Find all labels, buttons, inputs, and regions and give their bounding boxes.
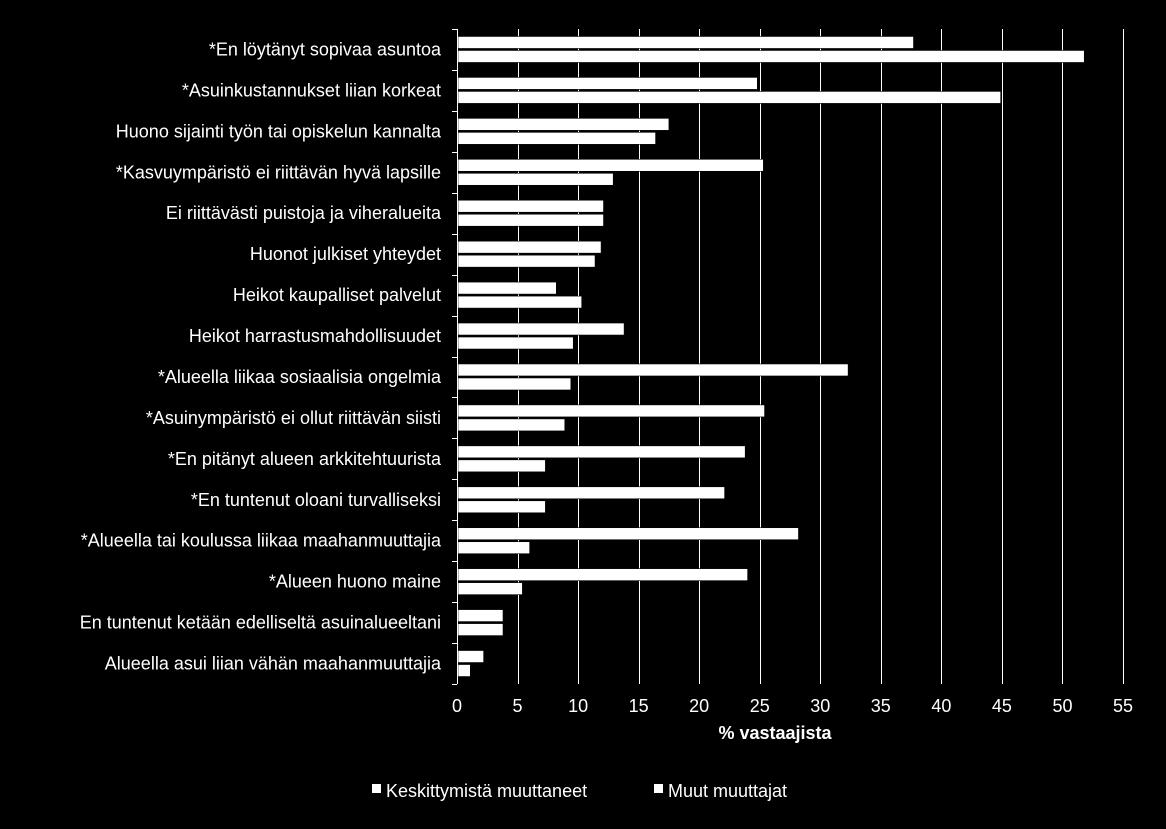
legend-swatch (654, 784, 663, 793)
bar-muut (457, 254, 596, 268)
x-tick-label: 0 (452, 696, 462, 716)
category-label: *En pitänyt alueen arkkitehtuurista (168, 449, 442, 469)
x-tick-label: 45 (992, 696, 1012, 716)
bar-keskittymista (457, 36, 914, 49)
category-label: Heikot kaupalliset palvelut (233, 285, 441, 305)
x-axis-title: % vastaajista (718, 723, 832, 743)
x-tick-label: 20 (689, 696, 709, 716)
x-tick-labels: 0 5 10 15 20 25 30 35 40 45 50 55 (452, 696, 1133, 716)
bar-keskittymista (457, 322, 625, 336)
x-tick-label: 55 (1113, 696, 1133, 716)
category-label: *Asuinympäristö ei ollut riittävän siist… (146, 408, 441, 428)
category-labels: *En löytänyt sopivaa asuntoa *Asuinkustan… (80, 39, 442, 673)
category-label: *Alueella tai koulussa liikaa maahanmuut… (81, 531, 442, 551)
bar-keskittymista (457, 445, 746, 459)
bar-muut (457, 500, 546, 514)
category-label: *En löytänyt sopivaa asuntoa (209, 39, 442, 59)
bars (457, 36, 1085, 677)
x-tick-label: 15 (629, 696, 649, 716)
category-label: *Asuinkustannukset liian korkeat (182, 80, 441, 100)
bar-muut (457, 172, 614, 186)
bar-muut (457, 295, 583, 309)
legend-swatch (372, 784, 381, 793)
legend-label: Muut muuttajat (668, 781, 787, 801)
bar-muut (457, 213, 604, 227)
bar-muut (457, 582, 523, 595)
x-tick-label: 30 (810, 696, 830, 716)
bar-muut (457, 336, 574, 350)
x-tick-label: 50 (1052, 696, 1072, 716)
bar-keskittymista (457, 158, 764, 172)
bar-muut (457, 459, 546, 473)
bar-muut (457, 664, 471, 677)
x-tick-label: 5 (513, 696, 523, 716)
bar-keskittymista (457, 404, 765, 418)
bar-keskittymista (457, 240, 602, 254)
bar-muut (457, 623, 504, 636)
bar-keskittymista (457, 527, 799, 541)
category-label: Huono sijainti työn tai opiskelun kannal… (116, 121, 442, 141)
bar-keskittymista (457, 281, 557, 295)
axes (452, 29, 458, 685)
category-label: *Alueella liikaa sosiaalisia ongelmia (158, 367, 442, 387)
x-tick-label: 40 (931, 696, 951, 716)
category-label: Huonot julkiset yhteydet (250, 244, 441, 264)
bar-keskittymista (457, 118, 670, 131)
bar-keskittymista (457, 363, 849, 377)
bar-keskittymista (457, 486, 725, 500)
bar-muut (457, 541, 530, 555)
legend-label: Keskittymistä muuttaneet (386, 781, 587, 801)
category-label: Ei riittävästi puistoja ja viheralueita (166, 203, 442, 223)
bar-keskittymista (457, 609, 504, 622)
category-label: *Alueen huono maine (269, 572, 441, 592)
bar-muut (457, 50, 1085, 63)
x-tick-label: 35 (871, 696, 891, 716)
bar-keskittymista (457, 650, 484, 663)
bar-muut (457, 91, 1001, 104)
x-tick-label: 10 (568, 696, 588, 716)
bar-muut (457, 418, 566, 432)
category-label: En tuntenut ketään edelliseltä asuinalue… (80, 613, 441, 633)
bar-keskittymista (457, 199, 604, 213)
legend: Keskittymistä muuttaneet Muut muuttajat (372, 781, 787, 801)
category-label: *Kasvuympäristö ei riittävän hyvä lapsil… (116, 162, 441, 182)
bar-muut (457, 132, 656, 145)
category-label: Alueella asui liian vähän maahanmuuttaji… (105, 654, 442, 674)
bar-muut (457, 377, 572, 391)
category-label: *En tuntenut oloani turvalliseksi (191, 490, 441, 510)
bar-keskittymista (457, 77, 758, 90)
bar-keskittymista (457, 568, 748, 581)
x-tick-label: 25 (750, 696, 770, 716)
category-label: Heikot harrastusmahdollisuudet (189, 326, 441, 346)
